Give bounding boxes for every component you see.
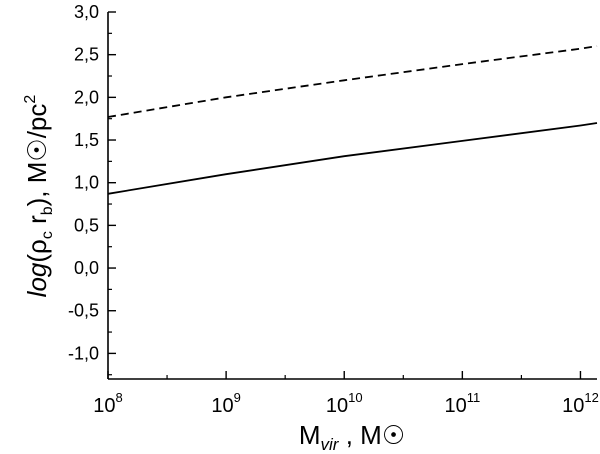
- y-axis-label: log(ρc rb), M☉/pc2: [22, 95, 56, 298]
- x-tick-label: 1012: [562, 390, 599, 417]
- y-axis-label-sup: 2: [22, 95, 39, 104]
- y-axis-label-sub-c: c: [39, 231, 56, 239]
- y-tick-label: 1,0: [74, 173, 99, 193]
- y-tick-label: 3,0: [74, 2, 99, 22]
- x-tick-label: 109: [211, 390, 240, 417]
- series-line-solid: [107, 122, 598, 195]
- labels-layer: -1,0 -0,5 0,0 0,5 1,0 1,5 2,0 2,5 3,0 108 109 1010 1…: [68, 2, 599, 417]
- x-axis-label-sub: vir: [321, 435, 340, 454]
- y-tick-label: 0,5: [74, 215, 99, 235]
- x-axis-label-tail: , M☉: [338, 420, 405, 450]
- y-tick-label: 1,5: [74, 130, 99, 150]
- x-tick-label: 1010: [326, 390, 363, 417]
- x-axis-label-main: M: [299, 420, 321, 450]
- series-line-dashed: [107, 45, 598, 118]
- y-axis-label-sub-b: b: [39, 206, 56, 215]
- y-tick-label: 2,5: [74, 45, 99, 65]
- x-tick-label: 108: [93, 390, 122, 417]
- y-axis-label-r: r: [22, 215, 52, 231]
- ticks-layer: [107, 11, 582, 379]
- y-tick-label: 2,0: [74, 87, 99, 107]
- y-tick-label: -1,0: [68, 343, 99, 363]
- y-tick-label: 0,0: [74, 258, 99, 278]
- y-axis-label-tail: ), M☉/pc: [22, 104, 52, 207]
- x-axis-label: Mvir , M☉: [299, 420, 405, 454]
- series-layer: [107, 45, 598, 195]
- x-tick-label: 1011: [444, 390, 480, 417]
- y-axis-label-rho: (ρ: [22, 239, 52, 262]
- y-axis-label-log: log: [22, 262, 52, 297]
- y-tick-label: -0,5: [68, 301, 99, 321]
